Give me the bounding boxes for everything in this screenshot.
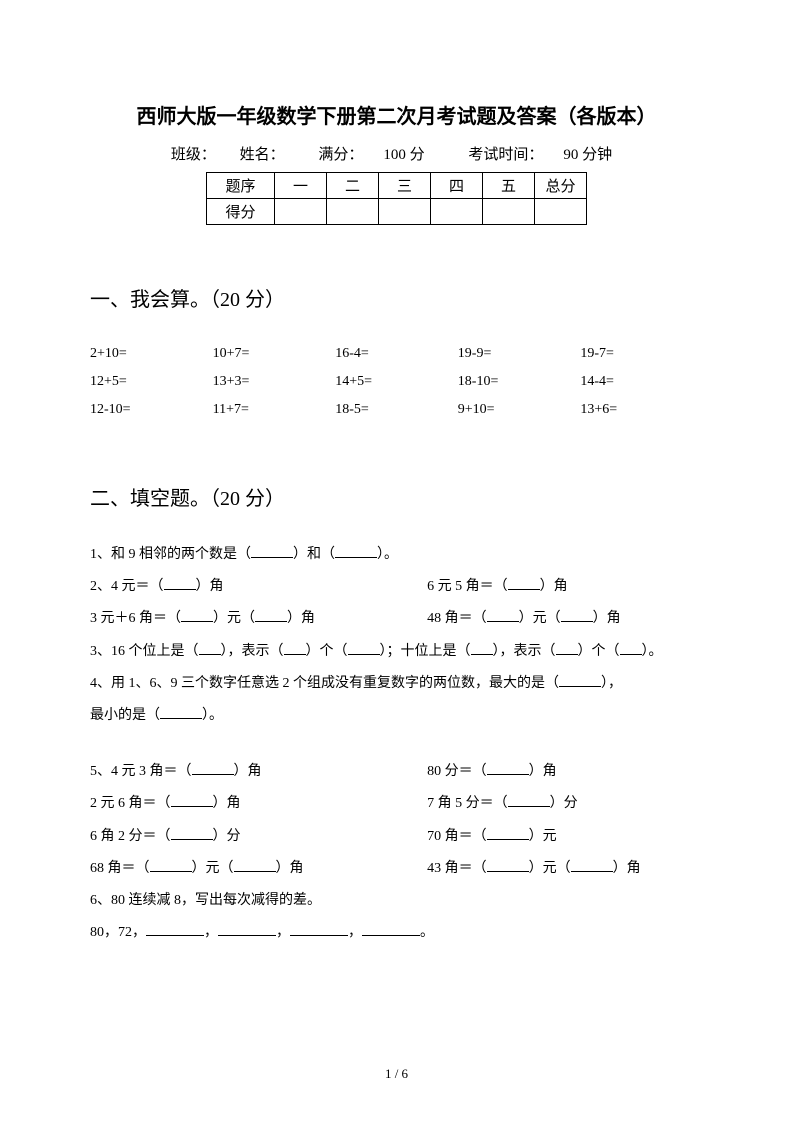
col-header: 总分 [535, 173, 587, 199]
calc-cell: 2+10= [90, 340, 213, 368]
calc-cell: 13+3= [213, 368, 336, 396]
score-cell [431, 199, 483, 225]
score-cell [275, 199, 327, 225]
table-row: 得分 [207, 199, 587, 225]
calc-cell: 19-9= [458, 340, 581, 368]
calc-cell: 12+5= [90, 368, 213, 396]
col-header: 一 [275, 173, 327, 199]
fill-questions: 1、和 9 相邻的两个数是（）和（）。 2、4 元＝（）角 6 元 5 角＝（）… [90, 539, 703, 949]
question-5d: 68 角＝（）元（）角 43 角＝（）元（）角 [90, 853, 703, 885]
question-2a: 2、4 元＝（）角 6 元 5 角＝（）角 [90, 571, 703, 603]
score-cell [535, 199, 587, 225]
question-6b: 80，72，，，，。 [90, 917, 703, 949]
calc-grid: 2+10= 10+7= 16-4= 19-9= 19-7= 12+5= 13+3… [90, 340, 703, 424]
col-header: 三 [379, 173, 431, 199]
calc-cell: 18-10= [458, 368, 581, 396]
full-marks: 满分：100 分 [308, 147, 434, 163]
calc-cell: 11+7= [213, 396, 336, 424]
class-label: 班级： [171, 147, 216, 163]
col-header: 二 [327, 173, 379, 199]
score-table: 题序 一 二 三 四 五 总分 得分 [206, 172, 587, 225]
question-5a: 5、4 元 3 角＝（）角 80 分＝（）角 [90, 756, 703, 788]
calc-cell: 10+7= [213, 340, 336, 368]
calc-cell: 12-10= [90, 396, 213, 424]
col-header: 四 [431, 173, 483, 199]
table-row: 题序 一 二 三 四 五 总分 [207, 173, 587, 199]
page-number: 1 / 6 [0, 1066, 793, 1082]
row-header: 题序 [207, 173, 275, 199]
question-6: 6、80 连续减 8，写出每次减得的差。 [90, 885, 703, 917]
section-1-heading: 一、我会算。（20 分） [90, 283, 703, 312]
calc-cell: 16-4= [335, 340, 458, 368]
name-label: 姓名： [240, 147, 285, 163]
question-4: 4、用 1、6、9 三个数字任意选 2 个组成没有重复数字的两位数，最大的是（）… [90, 668, 703, 700]
calc-row: 12-10= 11+7= 18-5= 9+10= 13+6= [90, 396, 703, 424]
page-title: 西师大版一年级数学下册第二次月考试题及答案（各版本） [90, 100, 703, 129]
question-5b: 2 元 6 角＝（）角 7 角 5 分＝（）分 [90, 788, 703, 820]
question-5c: 6 角 2 分＝（）分 70 角＝（）元 [90, 821, 703, 853]
question-4b: 最小的是（）。 [90, 700, 703, 732]
score-cell [327, 199, 379, 225]
row-header: 得分 [207, 199, 275, 225]
exam-info: 班级： 姓名： 满分：100 分 考试时间：90 分钟 [90, 143, 703, 164]
col-header: 五 [483, 173, 535, 199]
calc-cell: 19-7= [580, 340, 703, 368]
exam-time: 考试时间：90 分钟 [458, 147, 622, 163]
calc-cell: 18-5= [335, 396, 458, 424]
calc-cell: 14-4= [580, 368, 703, 396]
calc-row: 12+5= 13+3= 14+5= 18-10= 14-4= [90, 368, 703, 396]
question-3: 3、16 个位上是（），表示（）个（）；十位上是（），表示（）个（）。 [90, 636, 703, 668]
score-cell [379, 199, 431, 225]
calc-cell: 9+10= [458, 396, 581, 424]
calc-cell: 14+5= [335, 368, 458, 396]
calc-cell: 13+6= [580, 396, 703, 424]
section-2-heading: 二、填空题。（20 分） [90, 482, 703, 511]
question-1: 1、和 9 相邻的两个数是（）和（）。 [90, 539, 703, 571]
score-cell [483, 199, 535, 225]
calc-row: 2+10= 10+7= 16-4= 19-9= 19-7= [90, 340, 703, 368]
question-2b: 3 元＋6 角＝（）元（）角 48 角＝（）元（）角 [90, 603, 703, 635]
